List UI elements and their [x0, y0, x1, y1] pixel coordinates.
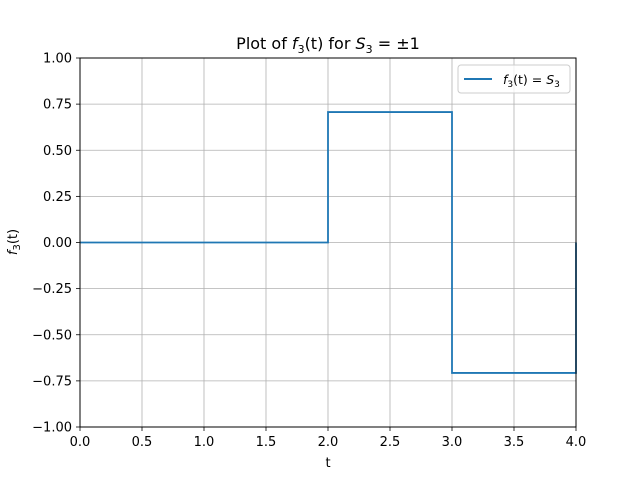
legend: f3(t) = S3 [457, 64, 571, 94]
x-tick-label: 1.0 [194, 435, 215, 450]
x-axis-label: t [325, 456, 330, 471]
y-tick-label: 0.75 [43, 98, 72, 113]
y-tick-label: 0.00 [43, 236, 72, 251]
x-tick-label: 3.5 [504, 435, 525, 450]
y-tick-label: 1.00 [43, 52, 72, 67]
y-axis-label: f3(t) [6, 229, 23, 255]
y-tick-label: 0.50 [43, 144, 72, 159]
x-tick-label: 0.5 [132, 435, 153, 450]
x-tick-label: 2.0 [318, 435, 339, 450]
x-tick-label: 2.5 [380, 435, 401, 450]
y-tick-label: −0.50 [32, 328, 72, 343]
axis-ticks: 0.0 0.5 1.0 1.5 2.0 2.5 3.0 3.5 4.0 −1.00 −0.75 −0.… [32, 52, 586, 451]
x-tick-label: 4.0 [566, 435, 587, 450]
chart-title: Plot of f3(t) for S3 = ±1 [236, 34, 420, 56]
y-tick-label: −1.00 [32, 421, 72, 436]
y-tick-label: −0.25 [32, 282, 72, 297]
y-tick-label: −0.75 [32, 374, 72, 389]
y-tick-label: 0.25 [43, 190, 72, 205]
legend-entry-label: f3(t) = S3 [503, 72, 560, 90]
x-tick-label: 3.0 [442, 435, 463, 450]
x-tick-label: 1.5 [256, 435, 277, 450]
legend-box [457, 64, 571, 94]
x-tick-label: 0.0 [70, 435, 91, 450]
